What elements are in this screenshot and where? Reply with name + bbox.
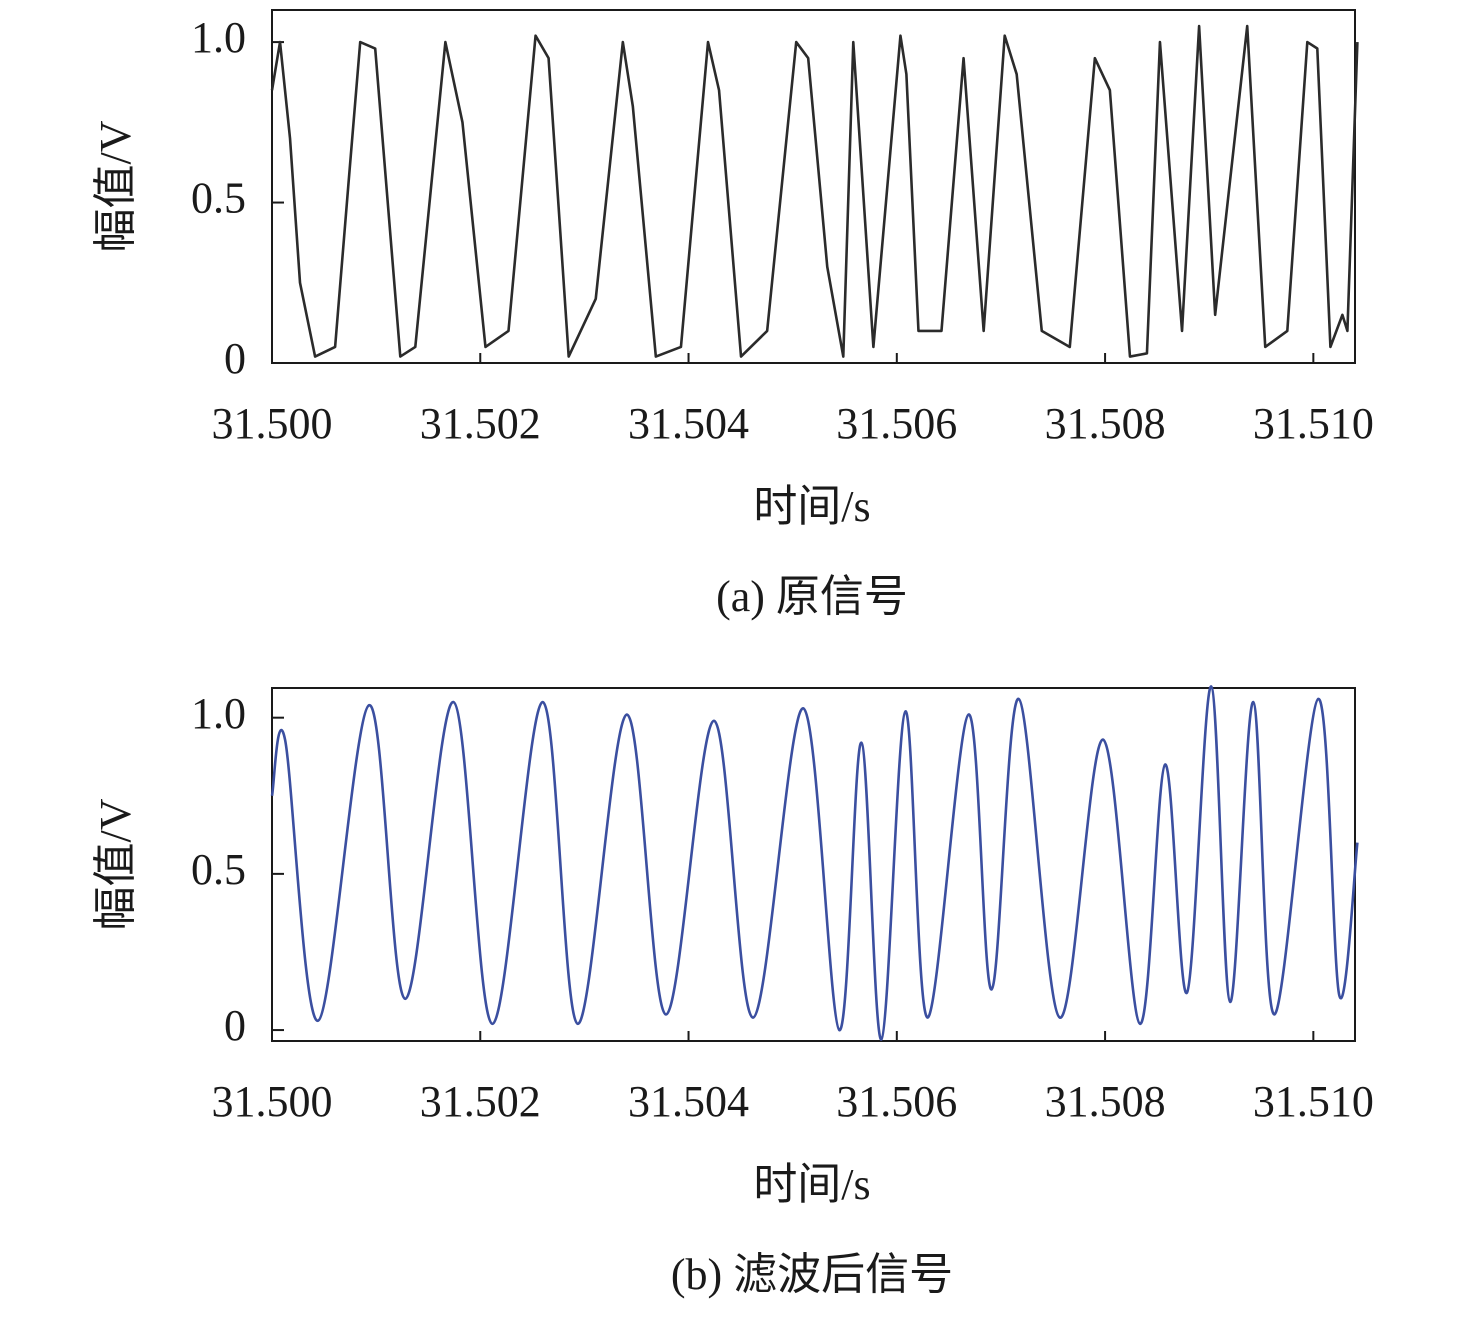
caption: (a) 原信号	[716, 572, 908, 621]
x-tick-label: 31.500	[212, 1077, 333, 1126]
plot-frame	[271, 9, 1356, 364]
x-tick-label: 31.510	[1253, 399, 1374, 448]
y-axis-label: 幅值/V	[91, 120, 140, 252]
x-axis-label: 时间/s	[753, 482, 870, 531]
x-tick-label: 31.504	[628, 399, 749, 448]
x-tick-label: 31.502	[420, 1077, 541, 1126]
x-tick-label: 31.502	[420, 399, 541, 448]
y-axis-label: 幅值/V	[91, 798, 140, 930]
x-tick-label: 31.500	[212, 399, 333, 448]
y-tick-label: 1.0	[191, 689, 246, 738]
y-tick-label: 0.5	[191, 845, 246, 894]
x-tick-label: 31.510	[1253, 1077, 1374, 1126]
y-tick-label: 0.5	[191, 174, 246, 223]
y-tick-label: 1.0	[191, 13, 246, 62]
y-tick-label: 0	[224, 334, 246, 383]
signal-line	[270, 24, 1359, 358]
y-tick-label: 0	[224, 1001, 246, 1050]
x-tick-label: 31.508	[1045, 1077, 1166, 1126]
signal-line	[270, 685, 1359, 1041]
x-tick-label: 31.506	[836, 399, 957, 448]
x-tick-label: 31.504	[628, 1077, 749, 1126]
x-tick-label: 31.506	[836, 1077, 957, 1126]
caption: (b) 滤波后信号	[671, 1250, 953, 1299]
plot-frame	[271, 687, 1356, 1042]
x-tick-label: 31.508	[1045, 399, 1166, 448]
x-axis-label: 时间/s	[753, 1160, 870, 1209]
